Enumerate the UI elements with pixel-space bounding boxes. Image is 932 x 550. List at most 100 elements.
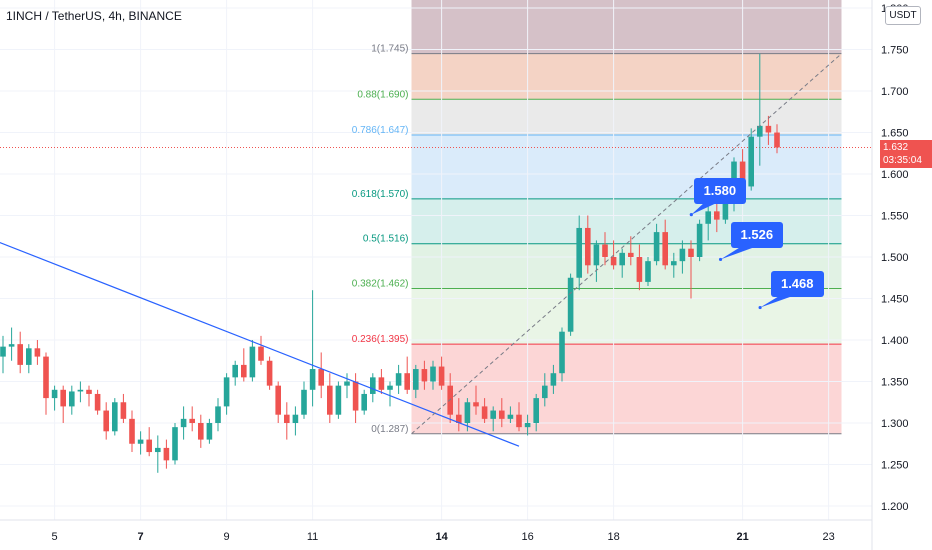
- candle-body: [77, 389, 84, 392]
- candle-up: [559, 327, 565, 382]
- candle-down: [628, 236, 634, 266]
- callout-anchor-dot: [718, 257, 723, 262]
- candle-up: [51, 385, 58, 411]
- drawings: [0, 53, 842, 447]
- fib-labels: 1(1.745) 0.88(1.690) 0.786(1.647) 0.618(1.5…: [352, 44, 409, 435]
- callout-anchor-dot: [689, 213, 693, 217]
- candle-down: [94, 389, 101, 415]
- candle-body: [378, 377, 385, 390]
- candle-up: [335, 381, 342, 419]
- candle-down: [198, 414, 204, 448]
- candle-body: [60, 389, 66, 407]
- candle-body: [94, 393, 101, 411]
- candle-body: [146, 439, 152, 453]
- candle-down: [473, 385, 479, 415]
- candle-down: [34, 340, 41, 365]
- candle-body: [163, 447, 170, 461]
- bar-countdown: 03:35:04: [883, 155, 922, 167]
- price-callout[interactable]: 1.468: [770, 270, 824, 297]
- candle-down: [60, 385, 66, 423]
- candle-up: [430, 360, 436, 390]
- candle-down: [17, 331, 23, 374]
- last-price-value: 1.632: [883, 142, 909, 154]
- candle-body: [86, 389, 92, 394]
- candle-body: [51, 389, 58, 399]
- candle-body: [430, 366, 436, 382]
- currency-button[interactable]: USDT: [885, 6, 921, 25]
- candle-down: [438, 356, 445, 390]
- candle-body: [69, 391, 75, 407]
- candle-up: [232, 360, 238, 386]
- candle-down: [284, 402, 290, 440]
- candle-body: [559, 331, 565, 374]
- y-tick-label: 1.650: [881, 128, 909, 140]
- candle-body: [645, 261, 651, 282]
- candle-body: [722, 203, 729, 220]
- candle-up: [137, 431, 144, 455]
- last-price-tag: 1.632 03:35:04: [880, 140, 932, 169]
- candle-down: [258, 335, 264, 365]
- candle-up: [26, 344, 32, 374]
- candle-body: [17, 344, 23, 365]
- candle-up: [490, 406, 496, 432]
- candle-down: [129, 410, 135, 453]
- candle-body: [215, 406, 221, 423]
- candle-down: [456, 398, 462, 432]
- candle-body: [774, 132, 780, 148]
- price-callout[interactable]: 1.580: [693, 177, 747, 204]
- candle-body: [206, 423, 213, 440]
- candle-body: [180, 418, 187, 428]
- candle-body: [249, 346, 256, 378]
- candle-up: [223, 373, 230, 415]
- candle-body: [275, 385, 281, 415]
- candle-body: [490, 410, 496, 419]
- candle-up: [567, 273, 574, 336]
- candle-body: [550, 373, 557, 386]
- candle-body: [671, 261, 677, 266]
- candle-down: [404, 356, 410, 394]
- candle-body: [662, 232, 668, 266]
- chart-title: 1INCH / TetherUS, 4h, BINANCE: [6, 9, 182, 23]
- candle-body: [327, 385, 333, 415]
- candle-body: [593, 244, 600, 266]
- candle-down: [352, 373, 359, 423]
- candle-up: [292, 406, 299, 436]
- candle-body: [473, 402, 479, 407]
- time-axis-bg: [0, 520, 932, 550]
- x-tick-label: 14: [435, 531, 448, 543]
- candle-down: [275, 381, 281, 423]
- candle-up: [748, 128, 754, 191]
- candle-body: [688, 248, 694, 257]
- candle-body: [34, 348, 41, 357]
- fib-zone: [411, 243, 842, 289]
- price-callout[interactable]: 1.526: [730, 222, 784, 249]
- candle-body: [103, 410, 109, 432]
- candle-body: [335, 385, 342, 415]
- candle-body: [567, 277, 574, 332]
- candle-up: [696, 219, 703, 262]
- y-tick-label: 1.750: [881, 45, 909, 57]
- candle-body: [653, 232, 660, 262]
- fib-level-label: 0.618(1.570): [352, 189, 409, 200]
- x-tick-label: 5: [52, 531, 58, 543]
- candle-down: [318, 352, 324, 399]
- candle-body: [516, 414, 522, 428]
- candle-down: [421, 360, 428, 390]
- candle-body: [223, 377, 230, 407]
- candle-body: [481, 406, 488, 419]
- candle-body: [524, 423, 531, 428]
- candle-up: [671, 252, 677, 278]
- fib-zone: [411, 288, 842, 345]
- candle-up: [309, 290, 316, 407]
- candle-body: [602, 244, 608, 257]
- fib-level-label: 0.786(1.647): [352, 125, 409, 136]
- candle-up: [206, 418, 213, 444]
- y-tick-label: 1.450: [881, 294, 909, 306]
- candle-body: [232, 364, 238, 378]
- candle-body: [284, 414, 290, 423]
- candle-body: [542, 385, 548, 399]
- candle-up: [301, 381, 307, 419]
- candle-down: [163, 439, 170, 469]
- candle-body: [576, 227, 582, 278]
